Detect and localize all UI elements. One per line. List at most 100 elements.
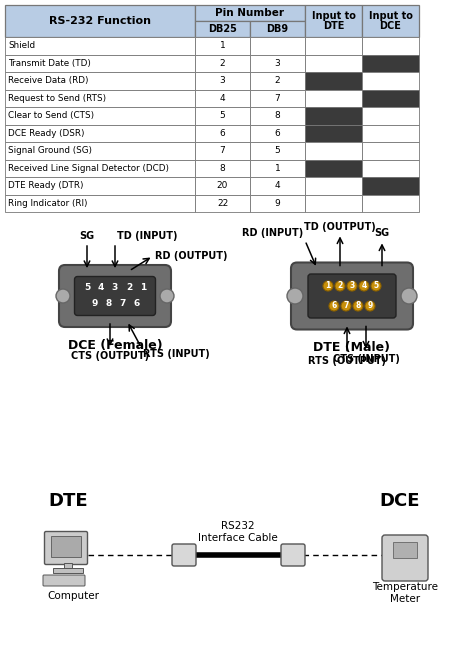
Text: DB9: DB9	[266, 24, 289, 34]
Bar	[362, 90, 419, 107]
Bar	[250, 72, 305, 90]
Text: 4: 4	[219, 94, 225, 103]
Bar	[305, 90, 362, 107]
Bar	[362, 107, 419, 125]
Bar	[250, 142, 305, 159]
Text: DCE: DCE	[380, 21, 401, 31]
Text: CTS (OUTPUT): CTS (OUTPUT)	[71, 351, 149, 361]
Text: Request to Send (RTS): Request to Send (RTS)	[8, 94, 106, 103]
Text: 5: 5	[374, 282, 379, 291]
Circle shape	[353, 301, 363, 311]
Bar	[5, 5, 195, 37]
Circle shape	[335, 281, 345, 291]
Text: Input to: Input to	[369, 11, 412, 21]
Circle shape	[323, 281, 333, 291]
Text: CTS (INPUT): CTS (INPUT)	[333, 353, 400, 363]
Text: 8: 8	[356, 301, 361, 311]
Text: 7: 7	[120, 299, 126, 309]
Circle shape	[347, 281, 357, 291]
Circle shape	[329, 301, 339, 311]
Bar	[362, 5, 419, 37]
Text: RD (OUTPUT): RD (OUTPUT)	[155, 251, 228, 261]
Text: 1: 1	[219, 41, 225, 50]
Text: SG: SG	[80, 231, 94, 241]
Text: 2: 2	[337, 282, 343, 291]
Bar	[5, 195, 195, 212]
Circle shape	[365, 301, 375, 311]
Bar	[305, 37, 362, 54]
Bar	[362, 125, 419, 142]
Bar	[195, 159, 250, 177]
FancyBboxPatch shape	[43, 575, 85, 586]
Text: 8: 8	[274, 112, 281, 120]
Text: DCE (Female): DCE (Female)	[68, 339, 162, 352]
Text: 1: 1	[140, 284, 146, 293]
Text: RS232
Interface Cable: RS232 Interface Cable	[198, 521, 278, 543]
Bar	[5, 142, 195, 159]
Text: 3: 3	[349, 282, 355, 291]
Bar	[5, 177, 195, 195]
Bar	[305, 125, 362, 142]
Text: Received Line Signal Detector (DCD): Received Line Signal Detector (DCD)	[8, 164, 169, 173]
Bar	[5, 90, 195, 107]
Text: Pin Number: Pin Number	[216, 8, 284, 18]
Bar	[362, 195, 419, 212]
Bar	[305, 107, 362, 125]
FancyBboxPatch shape	[382, 535, 428, 581]
Bar	[195, 5, 305, 21]
Text: Transmit Date (TD): Transmit Date (TD)	[8, 58, 91, 68]
Text: Receive Data (RD): Receive Data (RD)	[8, 76, 89, 85]
Bar	[250, 107, 305, 125]
Text: Input to: Input to	[311, 11, 356, 21]
Bar	[250, 90, 305, 107]
FancyBboxPatch shape	[281, 544, 305, 566]
Bar	[250, 177, 305, 195]
Text: 3: 3	[219, 76, 225, 85]
Bar	[362, 142, 419, 159]
Text: 9: 9	[92, 299, 98, 309]
Bar	[250, 37, 305, 54]
Bar	[195, 54, 250, 72]
Bar	[305, 72, 362, 90]
Text: 7: 7	[343, 301, 349, 311]
Text: 6: 6	[134, 299, 140, 309]
Text: 2: 2	[219, 58, 225, 68]
Text: 6: 6	[274, 129, 281, 137]
Text: Computer: Computer	[47, 591, 99, 601]
Bar	[305, 54, 362, 72]
Text: 5: 5	[219, 112, 225, 120]
Bar	[5, 159, 195, 177]
Bar	[195, 72, 250, 90]
Text: 8: 8	[219, 164, 225, 173]
Text: TD (OUTPUT): TD (OUTPUT)	[304, 222, 376, 232]
Bar	[393, 542, 417, 558]
Bar	[195, 21, 250, 37]
Bar	[5, 37, 195, 54]
Text: RD (INPUT): RD (INPUT)	[242, 228, 303, 238]
Text: Temperature
Meter: Temperature Meter	[372, 582, 438, 604]
Bar	[362, 54, 419, 72]
Text: 1: 1	[325, 282, 331, 291]
Bar	[362, 72, 419, 90]
Text: 6: 6	[219, 129, 225, 137]
Text: 7: 7	[274, 94, 281, 103]
Bar	[195, 142, 250, 159]
Circle shape	[359, 281, 369, 291]
Bar	[305, 142, 362, 159]
FancyBboxPatch shape	[172, 544, 196, 566]
Text: Shield: Shield	[8, 41, 35, 50]
Text: 20: 20	[217, 181, 228, 191]
Text: 7: 7	[219, 146, 225, 155]
Bar	[5, 125, 195, 142]
Text: 5: 5	[84, 284, 90, 293]
Bar	[250, 21, 305, 37]
Text: DTE (Male): DTE (Male)	[313, 341, 391, 355]
Text: RTS (OUTPUT): RTS (OUTPUT)	[308, 355, 386, 365]
Text: TD (INPUT): TD (INPUT)	[117, 231, 177, 241]
Text: 22: 22	[217, 199, 228, 208]
Text: 8: 8	[106, 299, 112, 309]
Text: 1: 1	[274, 164, 281, 173]
Bar	[305, 159, 362, 177]
Bar	[195, 107, 250, 125]
Text: DTE Ready (DTR): DTE Ready (DTR)	[8, 181, 83, 191]
